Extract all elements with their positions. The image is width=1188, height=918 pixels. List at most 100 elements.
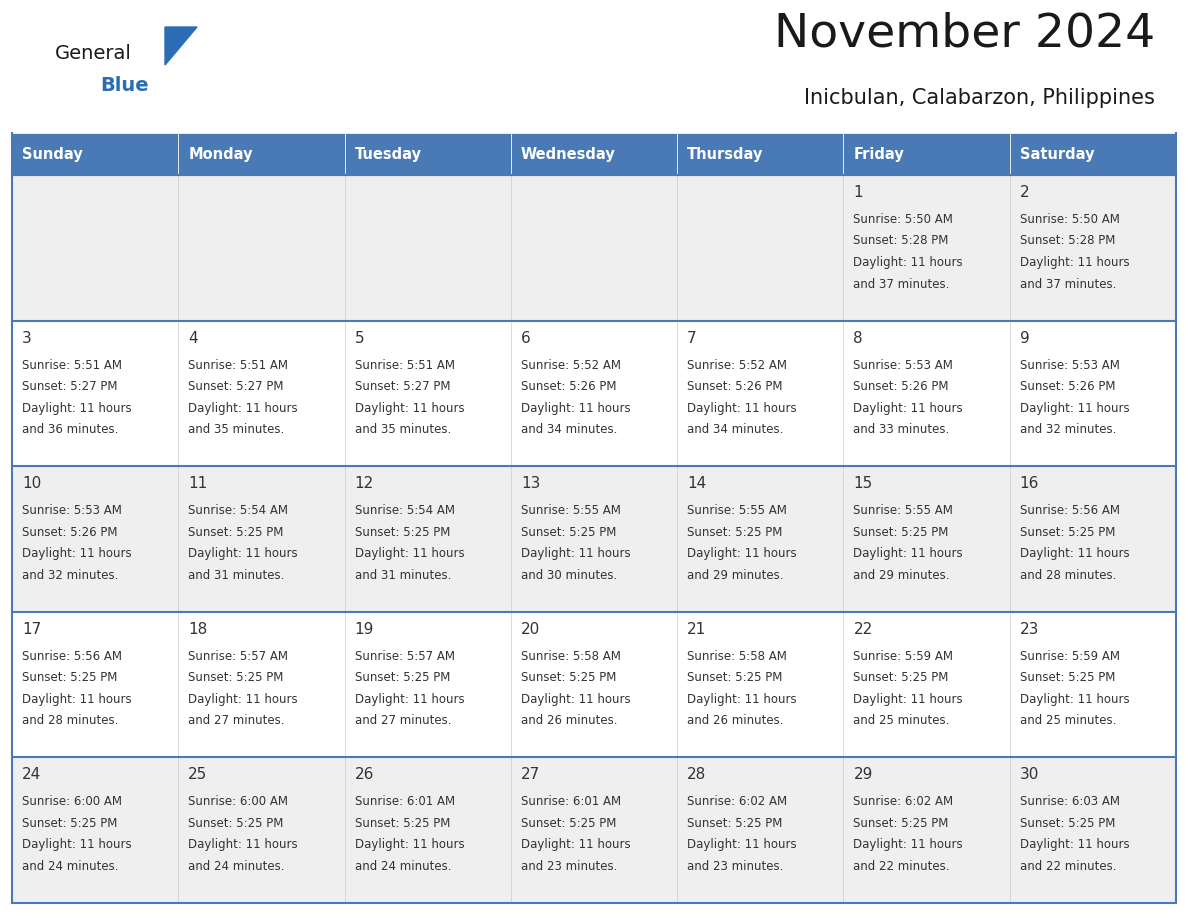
- Text: 28: 28: [687, 767, 707, 782]
- Text: Sunrise: 5:53 AM: Sunrise: 5:53 AM: [1019, 359, 1119, 372]
- Text: and 28 minutes.: and 28 minutes.: [1019, 568, 1116, 582]
- Text: Inicbulan, Calabarzon, Philippines: Inicbulan, Calabarzon, Philippines: [804, 88, 1155, 108]
- Bar: [677, 320, 843, 466]
- Text: Sunset: 5:26 PM: Sunset: 5:26 PM: [23, 526, 118, 539]
- Bar: [677, 175, 843, 320]
- Text: and 34 minutes.: and 34 minutes.: [520, 423, 618, 436]
- Text: Sunset: 5:28 PM: Sunset: 5:28 PM: [1019, 234, 1116, 248]
- Text: Sunrise: 6:03 AM: Sunrise: 6:03 AM: [1019, 795, 1120, 809]
- Text: and 34 minutes.: and 34 minutes.: [687, 423, 784, 436]
- Bar: [843, 611, 1010, 757]
- Text: Sunset: 5:25 PM: Sunset: 5:25 PM: [354, 671, 450, 684]
- Bar: [178, 133, 345, 175]
- Text: and 35 minutes.: and 35 minutes.: [188, 423, 285, 436]
- Text: Sunrise: 5:50 AM: Sunrise: 5:50 AM: [1019, 213, 1119, 226]
- Text: Daylight: 11 hours: Daylight: 11 hours: [1019, 547, 1130, 560]
- Text: Wednesday: Wednesday: [520, 147, 615, 162]
- Text: Sunset: 5:25 PM: Sunset: 5:25 PM: [687, 817, 783, 830]
- Text: Sunrise: 5:59 AM: Sunrise: 5:59 AM: [853, 650, 954, 663]
- Text: Saturday: Saturday: [1019, 147, 1094, 162]
- Text: 17: 17: [23, 621, 42, 637]
- Text: Sunset: 5:25 PM: Sunset: 5:25 PM: [853, 526, 949, 539]
- Text: Sunrise: 5:51 AM: Sunrise: 5:51 AM: [188, 359, 289, 372]
- Text: and 31 minutes.: and 31 minutes.: [354, 568, 451, 582]
- Text: Daylight: 11 hours: Daylight: 11 hours: [188, 693, 298, 706]
- Text: 14: 14: [687, 476, 707, 491]
- Text: Sunset: 5:27 PM: Sunset: 5:27 PM: [354, 380, 450, 393]
- Text: 6: 6: [520, 330, 531, 345]
- Text: Sunrise: 5:52 AM: Sunrise: 5:52 AM: [687, 359, 788, 372]
- Bar: [843, 466, 1010, 611]
- Text: Sunset: 5:28 PM: Sunset: 5:28 PM: [853, 234, 949, 248]
- Text: Daylight: 11 hours: Daylight: 11 hours: [853, 838, 963, 851]
- Text: 9: 9: [1019, 330, 1030, 345]
- Text: and 24 minutes.: and 24 minutes.: [354, 860, 451, 873]
- Bar: [843, 175, 1010, 320]
- Text: and 25 minutes.: and 25 minutes.: [1019, 714, 1116, 727]
- Text: Sunset: 5:25 PM: Sunset: 5:25 PM: [188, 817, 284, 830]
- Text: Daylight: 11 hours: Daylight: 11 hours: [520, 838, 631, 851]
- Text: and 36 minutes.: and 36 minutes.: [23, 423, 119, 436]
- Text: and 23 minutes.: and 23 minutes.: [687, 860, 784, 873]
- Text: and 24 minutes.: and 24 minutes.: [23, 860, 119, 873]
- Bar: [1010, 133, 1176, 175]
- Text: Daylight: 11 hours: Daylight: 11 hours: [188, 401, 298, 415]
- Bar: [1010, 757, 1176, 903]
- Bar: [178, 466, 345, 611]
- Bar: [677, 133, 843, 175]
- Text: Sunrise: 5:54 AM: Sunrise: 5:54 AM: [354, 504, 455, 517]
- Text: 22: 22: [853, 621, 873, 637]
- Text: Daylight: 11 hours: Daylight: 11 hours: [520, 401, 631, 415]
- Text: and 37 minutes.: and 37 minutes.: [1019, 277, 1116, 290]
- Bar: [511, 133, 677, 175]
- Text: Sunrise: 5:58 AM: Sunrise: 5:58 AM: [687, 650, 786, 663]
- Text: Daylight: 11 hours: Daylight: 11 hours: [354, 401, 465, 415]
- Text: Sunset: 5:25 PM: Sunset: 5:25 PM: [354, 817, 450, 830]
- Text: Sunrise: 6:01 AM: Sunrise: 6:01 AM: [354, 795, 455, 809]
- Text: 25: 25: [188, 767, 208, 782]
- Bar: [843, 757, 1010, 903]
- Text: and 22 minutes.: and 22 minutes.: [853, 860, 950, 873]
- Bar: [511, 757, 677, 903]
- Bar: [1010, 175, 1176, 320]
- Text: Daylight: 11 hours: Daylight: 11 hours: [23, 838, 132, 851]
- Text: Sunset: 5:25 PM: Sunset: 5:25 PM: [1019, 671, 1116, 684]
- Text: Sunrise: 5:53 AM: Sunrise: 5:53 AM: [23, 504, 122, 517]
- Text: Daylight: 11 hours: Daylight: 11 hours: [1019, 401, 1130, 415]
- Text: 7: 7: [687, 330, 697, 345]
- Text: and 26 minutes.: and 26 minutes.: [520, 714, 618, 727]
- Bar: [178, 757, 345, 903]
- Text: Sunrise: 6:01 AM: Sunrise: 6:01 AM: [520, 795, 621, 809]
- Bar: [1010, 611, 1176, 757]
- Text: Sunrise: 6:00 AM: Sunrise: 6:00 AM: [188, 795, 289, 809]
- Text: Daylight: 11 hours: Daylight: 11 hours: [1019, 838, 1130, 851]
- Text: Daylight: 11 hours: Daylight: 11 hours: [853, 401, 963, 415]
- Text: Daylight: 11 hours: Daylight: 11 hours: [23, 401, 132, 415]
- Text: Daylight: 11 hours: Daylight: 11 hours: [188, 547, 298, 560]
- Text: 16: 16: [1019, 476, 1040, 491]
- Text: and 37 minutes.: and 37 minutes.: [853, 277, 949, 290]
- Text: Sunset: 5:25 PM: Sunset: 5:25 PM: [1019, 817, 1116, 830]
- Bar: [12, 611, 178, 757]
- Text: Sunrise: 6:02 AM: Sunrise: 6:02 AM: [853, 795, 954, 809]
- Text: and 23 minutes.: and 23 minutes.: [520, 860, 618, 873]
- Bar: [511, 320, 677, 466]
- Text: Sunset: 5:25 PM: Sunset: 5:25 PM: [687, 671, 783, 684]
- Text: 24: 24: [23, 767, 42, 782]
- Text: and 27 minutes.: and 27 minutes.: [188, 714, 285, 727]
- Text: 21: 21: [687, 621, 707, 637]
- Text: and 25 minutes.: and 25 minutes.: [853, 714, 949, 727]
- Text: Sunrise: 5:56 AM: Sunrise: 5:56 AM: [23, 650, 122, 663]
- Text: Sunrise: 5:55 AM: Sunrise: 5:55 AM: [853, 504, 953, 517]
- Text: Sunrise: 5:53 AM: Sunrise: 5:53 AM: [853, 359, 953, 372]
- Text: Monday: Monday: [188, 147, 253, 162]
- Text: Sunset: 5:25 PM: Sunset: 5:25 PM: [853, 671, 949, 684]
- Text: 5: 5: [354, 330, 365, 345]
- Text: and 29 minutes.: and 29 minutes.: [853, 568, 950, 582]
- Text: November 2024: November 2024: [773, 11, 1155, 56]
- Text: Sunset: 5:25 PM: Sunset: 5:25 PM: [520, 526, 617, 539]
- Text: 18: 18: [188, 621, 208, 637]
- Text: Sunset: 5:25 PM: Sunset: 5:25 PM: [23, 817, 118, 830]
- Text: 4: 4: [188, 330, 198, 345]
- Text: and 30 minutes.: and 30 minutes.: [520, 568, 617, 582]
